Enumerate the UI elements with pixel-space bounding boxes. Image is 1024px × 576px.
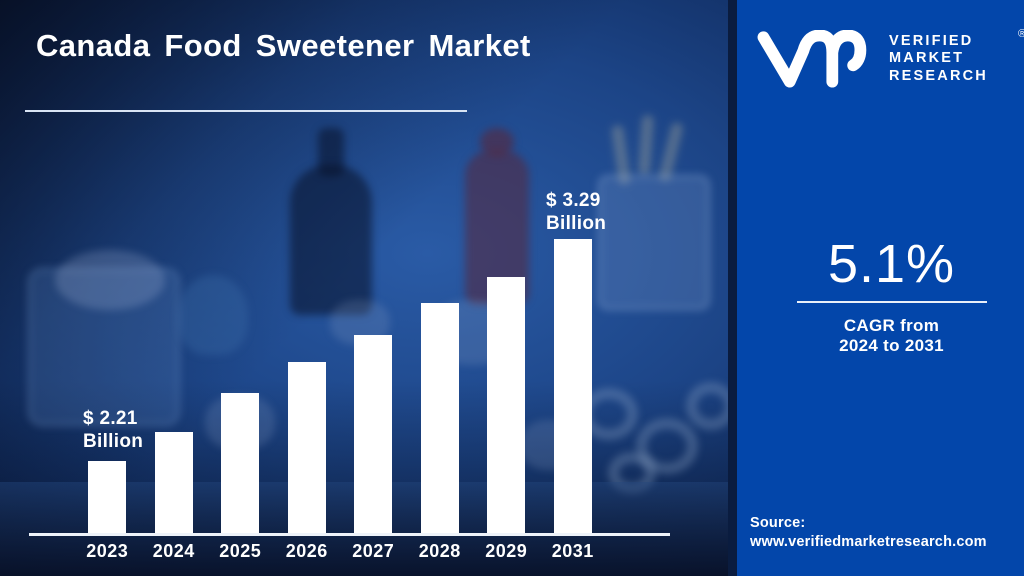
- source: Source: www.verifiedmarketresearch.com: [750, 514, 987, 551]
- fry-basket-shape: [28, 268, 180, 426]
- cagr-caption-line: 2024 to 2031: [839, 336, 944, 355]
- bottle-shape: [290, 165, 372, 315]
- x-tick-label: 2031: [551, 541, 594, 561]
- bar-2027: [354, 335, 392, 534]
- cagr-value: 5.1%: [827, 234, 956, 294]
- page-title: Canada Food Sweetener Market: [36, 28, 531, 63]
- x-tick-label: 2028: [418, 541, 461, 561]
- x-tick-label: 2027: [352, 541, 395, 561]
- last-bar-value-label: $ 3.29 Billion: [546, 190, 606, 235]
- x-axis-line: [29, 533, 670, 536]
- bars-group: [88, 239, 592, 534]
- bar-2023: [88, 461, 126, 534]
- bar-chart: 2023 2024 2025 2026 2027 2028 2029 2031 $ 2.21 …: [29, 190, 670, 562]
- food-blob: [178, 275, 248, 355]
- cagr-caption: CAGR from 2024 to 2031: [759, 316, 1024, 356]
- vmr-logo: VERIFIED MARKET RESEARCH ®: [755, 28, 1024, 88]
- source-url: www.verifiedmarketresearch.com: [750, 533, 987, 550]
- brand-line: MARKET: [889, 50, 965, 67]
- brand-line: VERIFIED: [889, 32, 974, 49]
- value-label-line: Billion: [83, 430, 144, 452]
- x-tick-label: 2025: [219, 541, 262, 561]
- cagr-caption-line: CAGR from: [843, 316, 940, 335]
- cagr-stat: 5.1% CAGR from 2024 to 2031: [737, 234, 1024, 356]
- x-axis-labels: 2023 2024 2025 2026 2027 2028 2029 2031: [74, 541, 606, 562]
- title-underline: [25, 110, 467, 112]
- x-tick-label: 2023: [86, 541, 129, 561]
- onion-ring-shape: [636, 418, 698, 474]
- vmr-monogram-icon: [757, 30, 867, 88]
- bar-2031: [553, 239, 592, 534]
- stat-underline: [796, 301, 987, 303]
- value-label-line: $ 3.29: [546, 190, 601, 211]
- bar-2025: [221, 393, 259, 534]
- brand-name: VERIFIED MARKET RESEARCH: [889, 33, 988, 86]
- bar-2029: [487, 277, 525, 534]
- bar-2024: [154, 432, 193, 534]
- food-blob: [55, 250, 165, 310]
- fries-cup-shape: [598, 175, 710, 310]
- x-tick-label: 2026: [285, 541, 328, 561]
- value-label-line: Billion: [546, 212, 607, 234]
- first-bar-value-label: $ 2.21 Billion: [83, 408, 143, 453]
- x-tick-label: 2024: [152, 541, 195, 561]
- bar-2026: [287, 362, 326, 534]
- x-tick-label: 2029: [485, 541, 528, 561]
- bar-2028: [420, 303, 459, 534]
- source-label: Source:: [750, 515, 806, 531]
- panel-divider: [728, 0, 737, 576]
- right-panel: VERIFIED MARKET RESEARCH ® 5.1% CAGR fro…: [737, 0, 1024, 576]
- value-label-line: $ 2.21: [83, 408, 138, 429]
- brand-line: RESEARCH: [889, 67, 988, 84]
- registered-trademark-icon: ®: [1018, 28, 1024, 40]
